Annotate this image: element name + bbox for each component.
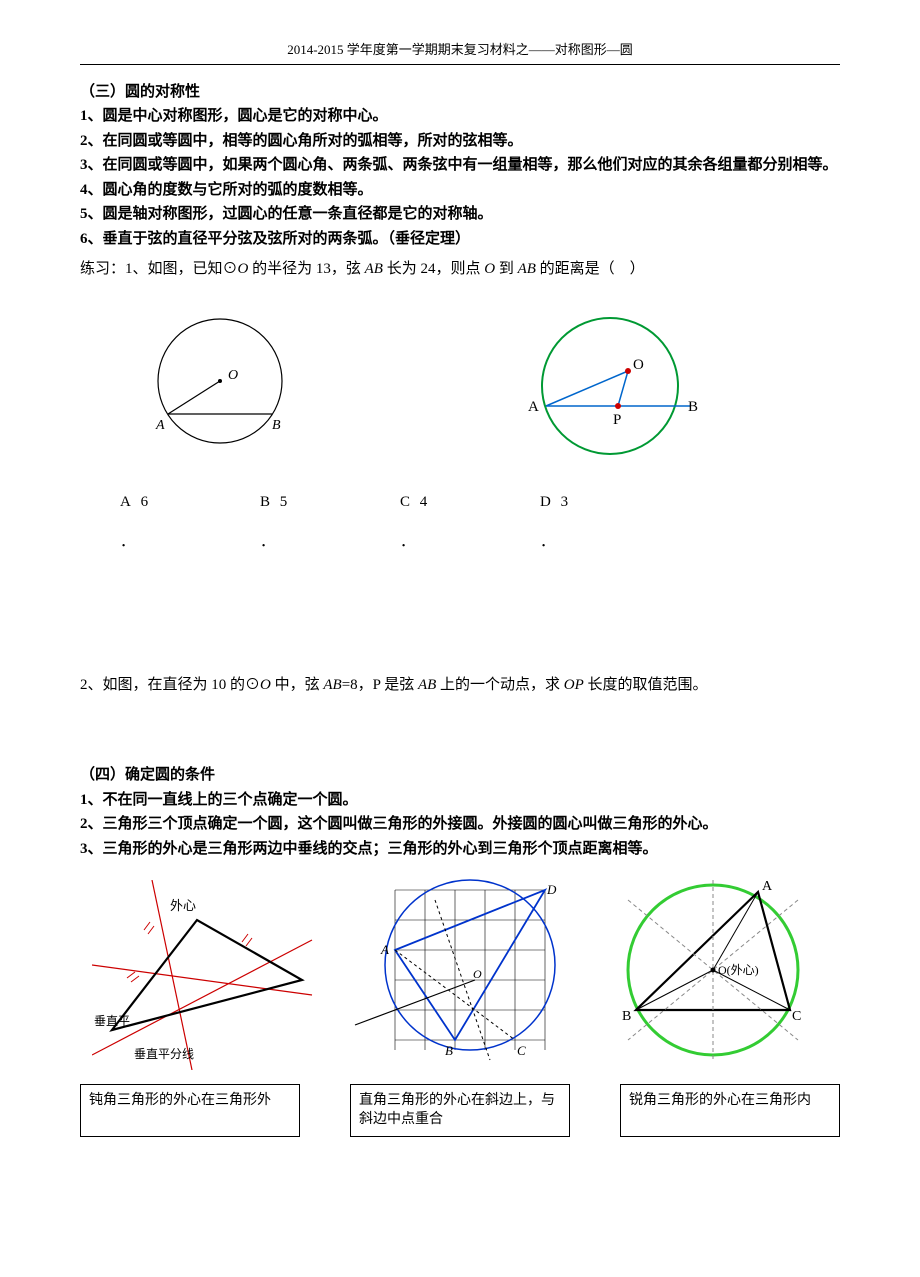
circle2-B-label: B xyxy=(688,399,698,415)
obtuse-perp1-label: 垂直平 xyxy=(94,1014,130,1028)
section4-item-2: 2、三角形三个顶点确定一个圆，这个圆叫做三角形的外接圆。外接圆的圆心叫做三角形的… xyxy=(80,813,840,836)
right-D-label: D xyxy=(546,882,557,897)
ex1-mid2: 长为 24，则点 xyxy=(383,261,484,277)
acute-triangle-fig: A B C O(外心) xyxy=(587,870,840,1078)
answer-C: C 4 ． xyxy=(400,491,540,554)
section3-item-6: 6、垂直于弦的直径平分弦及弦所对的两条弧。（垂径定理） xyxy=(80,228,840,251)
figure-row-1: O A B O A B P xyxy=(120,311,840,471)
caption-acute: 锐角三角形的外心在三角形内 xyxy=(620,1084,840,1137)
answer-D-value: 3 xyxy=(561,494,569,510)
acute-C-label: C xyxy=(792,1009,801,1024)
section4-item-1: 1、不在同一直线上的三个点确定一个圆。 xyxy=(80,789,840,812)
ex2-AB2: AB xyxy=(418,677,436,693)
section3-item-1: 1、圆是中心对称图形，圆心是它的对称中心。 xyxy=(80,105,840,128)
answer-A-dot: ． xyxy=(120,531,260,554)
section3-item-2: 2、在同圆或等圆中，相等的圆心角所对的弧相等，所对的弦相等。 xyxy=(80,130,840,153)
answer-D: D 3 ． xyxy=(540,491,680,554)
ex2-suffix: 长度的取值范围。 xyxy=(584,677,708,693)
exercise1: 练习：1、如图，已知⊙O 的半径为 13，弦 AB 长为 24，则点 O 到 A… xyxy=(80,258,840,281)
ex2-mid2: =8，P 是弦 xyxy=(342,677,418,693)
caption-obtuse: 钝角三角形的外心在三角形外 xyxy=(80,1084,300,1137)
section3-title: （三）圆的对称性 xyxy=(80,81,840,104)
circle-diagram-2: O A B P xyxy=(520,311,720,471)
right-B-label: B xyxy=(445,1043,453,1058)
circle1-A-label: A xyxy=(155,418,165,433)
answer-C-value: 4 xyxy=(420,494,428,510)
ex2-AB: AB xyxy=(323,677,341,693)
answer-C-dot: ． xyxy=(400,531,540,554)
circle1-B-label: B xyxy=(272,418,281,433)
caption-right: 直角三角形的外心在斜边上，与斜边中点重合 xyxy=(350,1084,570,1137)
ex2-mid3: 上的一个动点，求 xyxy=(436,677,564,693)
answer-B: B 5 ． xyxy=(260,491,400,554)
acute-A-label: A xyxy=(762,879,773,894)
section3-item-5: 5、圆是轴对称图形，过圆心的任意一条直径都是它的对称轴。 xyxy=(80,203,840,226)
section4-title: （四）确定圆的条件 xyxy=(80,764,840,787)
acute-B-label: B xyxy=(622,1009,631,1024)
ex1-mid3: 到 xyxy=(495,261,518,277)
exercise2: 2、如图，在直径为 10 的⊙O 中，弦 AB=8，P 是弦 AB 上的一个动点… xyxy=(80,674,840,697)
answer-A: A 6 ． xyxy=(120,491,260,554)
section3-item-3: 3、在同圆或等圆中，如果两个圆心角、两条弧、两条弦中有一组量相等，那么他们对应的… xyxy=(80,154,840,177)
answer-A-value: 6 xyxy=(141,494,149,510)
ex1-suffix: 的距离是（ ） xyxy=(536,261,645,277)
circle1-O-label: O xyxy=(228,368,238,383)
answer-C-letter: C xyxy=(400,491,410,514)
right-triangle-fig: A B C D O xyxy=(333,870,586,1078)
section3-item-4: 4、圆心角的度数与它所对的弧的度数相等。 xyxy=(80,179,840,202)
answer-B-value: 5 xyxy=(280,494,288,510)
ex1-AB: AB xyxy=(365,261,383,277)
ex1-AB2: AB xyxy=(518,261,536,277)
section4-item-3: 3、三角形的外心是三角形两边中垂线的交点；三角形的外心到三角形个顶点距离相等。 xyxy=(80,838,840,861)
answer-D-dot: ． xyxy=(540,531,680,554)
ex1-mid1: 的半径为 13，弦 xyxy=(248,261,364,277)
answer-A-letter: A xyxy=(120,491,131,514)
circle2-O-label: O xyxy=(633,357,644,373)
ex1-O2: O xyxy=(484,261,495,277)
ex1-O: O xyxy=(238,261,249,277)
page-header: 2014-2015 学年度第一学期期末复习材料之——对称图形—圆 xyxy=(80,40,840,65)
answer-D-letter: D xyxy=(540,491,551,514)
ex2-OP: OP xyxy=(564,677,584,693)
obtuse-outer-label: 外心 xyxy=(170,898,196,913)
ex1-prefix: 练习：1、如图，已知⊙ xyxy=(80,261,238,277)
right-O-label: O xyxy=(473,967,482,981)
caption-row: 钝角三角形的外心在三角形外 直角三角形的外心在斜边上，与斜边中点重合 锐角三角形… xyxy=(80,1084,840,1137)
ex2-prefix: 2、如图，在直径为 10 的⊙ xyxy=(80,677,260,693)
right-A-label: A xyxy=(380,942,389,957)
circle-diagram-1: O A B xyxy=(120,311,320,461)
spacer-2 xyxy=(80,698,840,758)
answer-B-dot: ． xyxy=(260,531,400,554)
triangle-figures-row: 外心 垂直平 垂直平分线 A B C D O xyxy=(80,870,840,1078)
ex2-O: O xyxy=(260,677,271,693)
spacer-1 xyxy=(80,554,840,674)
obtuse-triangle-fig: 外心 垂直平 垂直平分线 xyxy=(80,880,333,1078)
obtuse-perp2-label: 垂直平分线 xyxy=(134,1047,194,1061)
acute-O-label: O(外心) xyxy=(718,963,759,977)
circle2-P-label: P xyxy=(613,412,621,428)
answer-row: A 6 ． B 5 ． C 4 ． D 3 ． xyxy=(120,491,840,554)
answer-B-letter: B xyxy=(260,491,270,514)
circle2-A-label: A xyxy=(528,399,539,415)
ex2-mid1: 中，弦 xyxy=(271,677,324,693)
right-C-label: C xyxy=(517,1043,526,1058)
